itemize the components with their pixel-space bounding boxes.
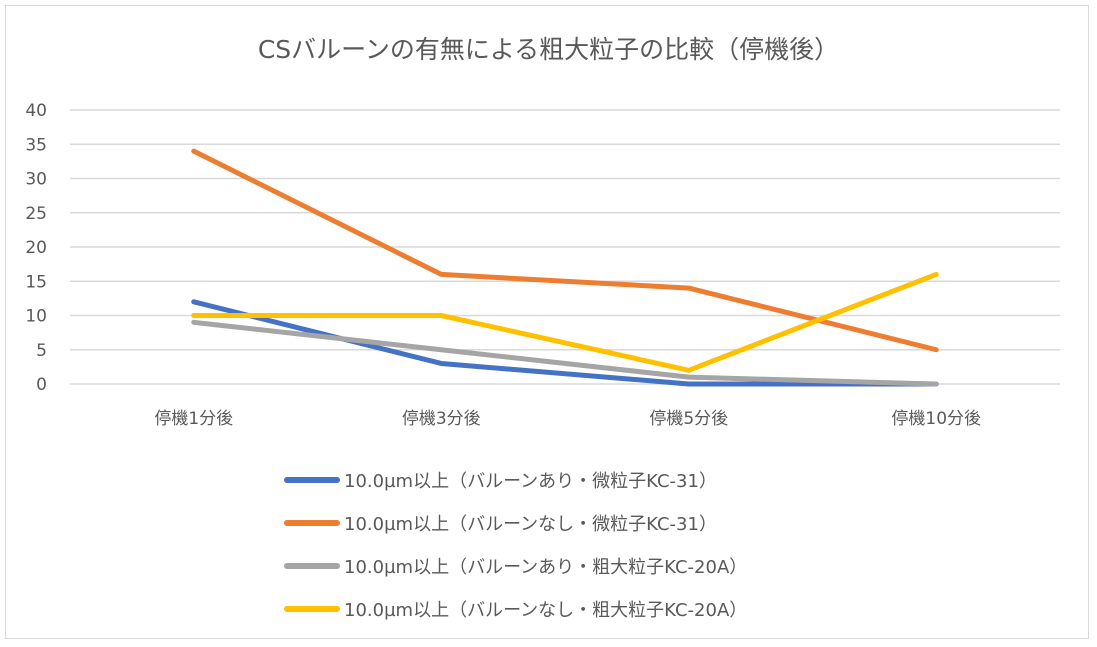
legend-label: 10.0µm以上（バルーンなし・粗大粒子KC-20A） [344,599,748,621]
y-tick-label: 5 [36,341,47,361]
y-tick-label: 35 [25,135,47,155]
x-tick-label: 停機1分後 [154,409,233,429]
series-line-1 [191,299,939,387]
y-tick-label: 40 [25,101,47,121]
legend-swatch [284,519,340,526]
series-line-4 [191,271,939,373]
series-line-2 [191,148,939,353]
y-tick-label: 20 [25,238,47,258]
legend-item: 10.0µm以上（バルーンなし・微粒子KC-31） [284,501,747,544]
legend-label: 10.0µm以上（バルーンあり・微粒子KC-31） [344,470,717,492]
legend-swatch [284,605,340,612]
legend-swatch [284,476,340,483]
y-tick-label: 25 [25,204,47,224]
legend-item: 10.0µm以上（バルーンあり・微粒子KC-31） [284,458,747,501]
y-tick-label: 15 [25,272,47,292]
legend-item: 10.0µm以上（バルーンなし・粗大粒子KC-20A） [284,587,747,630]
legend: 10.0µm以上（バルーンあり・微粒子KC-31） 10.0µm以上（バルーンなし… [284,458,747,630]
legend-swatch [284,562,340,569]
chart-title: CSバルーンの有無による粗大粒子の比較（停機後） [257,35,840,64]
x-tick-label: 停機3分後 [402,409,481,429]
y-tick-label: 30 [25,170,47,190]
y-tick-label: 10 [25,307,47,327]
legend-label: 10.0µm以上（バルーンなし・微粒子KC-31） [344,513,717,535]
x-tick-label: 停機10分後 [891,409,981,429]
x-tick-label: 停機5分後 [649,409,728,429]
legend-label: 10.0µm以上（バルーンあり・粗大粒子KC-20A） [344,556,748,578]
legend-item: 10.0µm以上（バルーンあり・粗大粒子KC-20A） [284,544,747,587]
series-line-3 [191,319,939,387]
y-tick-label: 0 [36,375,47,395]
